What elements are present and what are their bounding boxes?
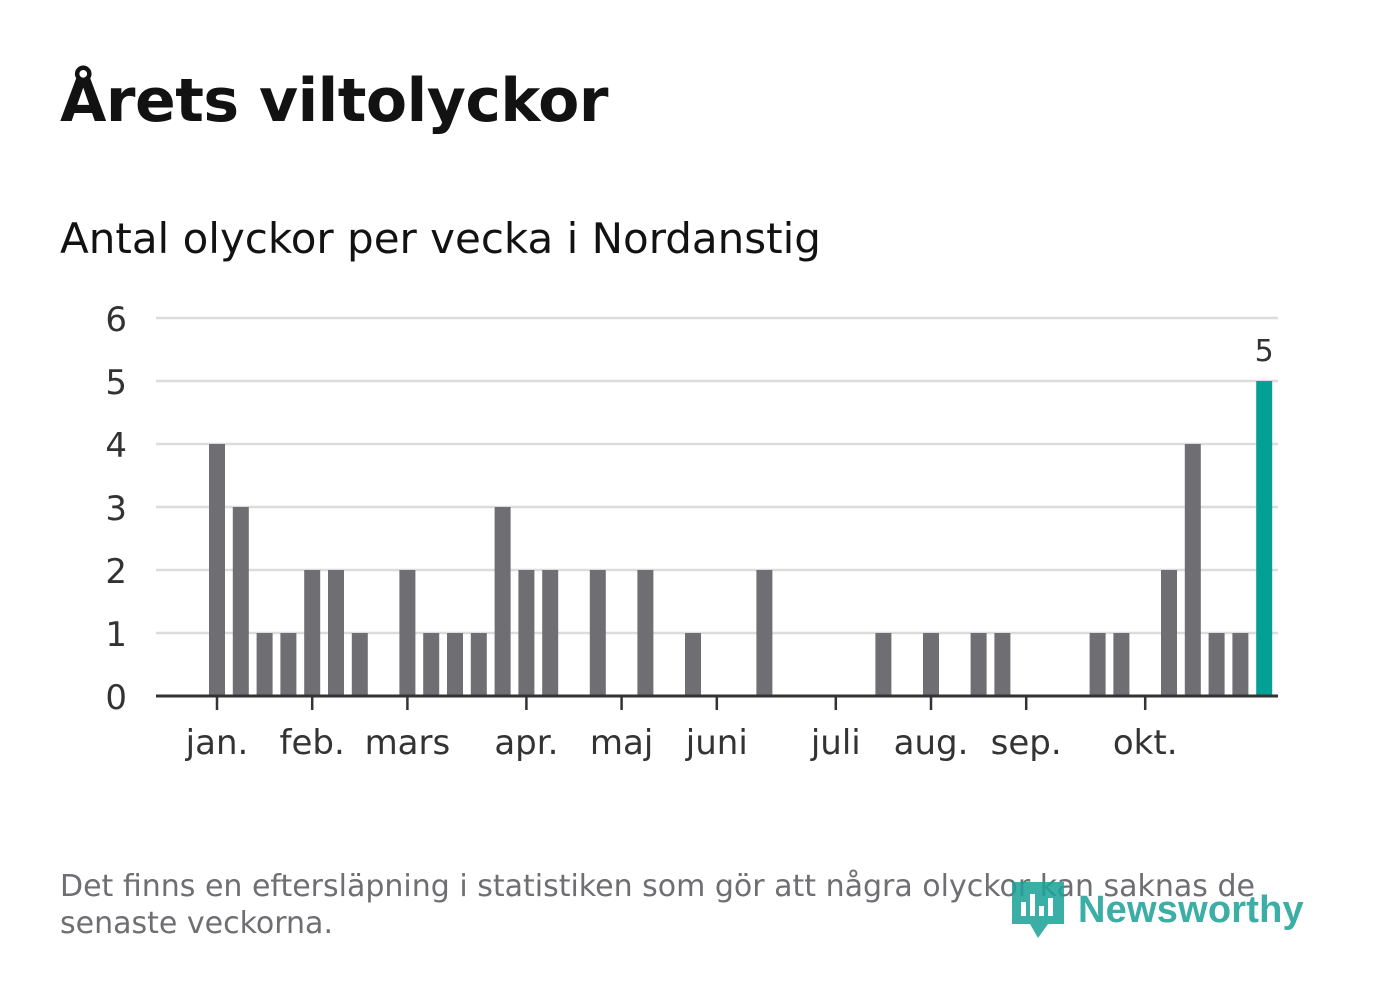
- x-tick-label-aug: aug.: [894, 723, 969, 763]
- x-tick-label-jan: jan.: [185, 723, 249, 763]
- y-tick-label-2: 2: [105, 552, 127, 592]
- y-tick-label-4: 4: [105, 426, 127, 466]
- bar-week-2: [232, 507, 249, 696]
- bar-week-3: [256, 633, 273, 696]
- bar-week-44: [1232, 633, 1249, 696]
- bar-week-1: [209, 444, 225, 696]
- x-tick-label-maj: maj: [590, 723, 653, 763]
- bar-highlight: [1256, 381, 1273, 696]
- chart-subtitle: Antal olyckor per vecka i Nordanstig: [60, 214, 821, 263]
- bar-week-7: [351, 633, 368, 696]
- x-tick-label-feb: feb.: [280, 723, 345, 763]
- chart-title: Årets viltolyckor: [60, 66, 609, 136]
- newsworthy-logo-icon: [1012, 882, 1064, 938]
- bar-chart: 0 1 2 3 4 5 6 5 jan. feb. mars apr. maj juni juli aug. s…: [105, 300, 1278, 763]
- y-tick-label-3: 3: [105, 489, 127, 529]
- x-tick-label-juli: juli: [810, 723, 861, 763]
- y-tick-label-0: 0: [105, 678, 127, 718]
- bar-week-10: [423, 633, 440, 696]
- bar-week-5: [304, 570, 321, 696]
- bar-week-42: [1184, 444, 1201, 696]
- bar-week-33: [970, 633, 987, 696]
- bar-week-43: [1208, 633, 1225, 696]
- bar-week-13: [494, 507, 511, 696]
- y-tick-label-5: 5: [105, 363, 127, 403]
- x-tick-label-sep: sep.: [991, 723, 1062, 763]
- bar-week-24: [756, 570, 773, 696]
- newsworthy-logo-text: Newsworthy: [1078, 888, 1304, 931]
- y-tick-label-6: 6: [105, 300, 127, 340]
- bar-week-4: [280, 633, 297, 696]
- bar-week-31: [923, 633, 939, 696]
- bar-week-11: [447, 633, 463, 696]
- bar-week-29: [875, 633, 892, 696]
- bar-week-14: [518, 570, 535, 696]
- bar-week-9: [399, 570, 416, 696]
- y-tick-label-1: 1: [105, 615, 127, 655]
- bar-week-12: [470, 633, 487, 696]
- bar-week-15: [542, 570, 559, 696]
- bar-week-21: [685, 633, 701, 696]
- bar-week-38: [1089, 633, 1106, 696]
- bar-week-6: [328, 570, 344, 696]
- bar-week-19: [637, 570, 654, 696]
- x-tick-label-mars: mars: [365, 723, 451, 763]
- bar-week-41: [1161, 570, 1177, 696]
- bar-value-label: 5: [1255, 334, 1274, 369]
- x-tick-label-juni: juni: [685, 723, 748, 763]
- bar-week-39: [1113, 633, 1130, 696]
- bar-week-17: [589, 570, 606, 696]
- newsworthy-logo: Newsworthy: [1012, 878, 1322, 942]
- x-tick-label-okt: okt.: [1113, 723, 1178, 763]
- bar-week-34: [994, 633, 1011, 696]
- x-tick-label-apr: apr.: [494, 723, 558, 763]
